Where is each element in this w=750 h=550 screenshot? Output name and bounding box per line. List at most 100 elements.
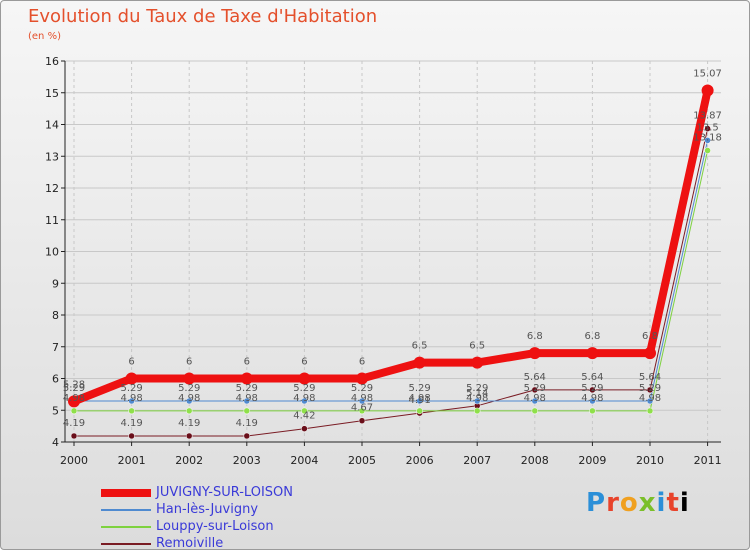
data-point bbox=[243, 407, 251, 415]
y-tick-label: 4 bbox=[52, 436, 59, 449]
data-label: 15.07 bbox=[693, 69, 722, 80]
data-label: 4.98 bbox=[178, 393, 200, 404]
data-point bbox=[243, 432, 251, 440]
legend-label: Louppy-sur-Loison bbox=[156, 519, 274, 534]
data-point bbox=[125, 372, 138, 385]
series-line bbox=[74, 128, 709, 437]
data-label: 6 bbox=[301, 357, 307, 368]
data-point bbox=[471, 356, 484, 369]
data-labels: 5.28 6 6 6 6 6 6.5 6.5 6.8 6.8 6.8 15.07 5.29 5.29 5.2… bbox=[63, 69, 722, 429]
data-point bbox=[528, 347, 541, 360]
data-point bbox=[128, 407, 135, 415]
data-point bbox=[644, 347, 656, 360]
data-label: 4.98 bbox=[581, 393, 603, 404]
x-tick-label: 2006 bbox=[406, 454, 434, 467]
series-line bbox=[74, 140, 709, 402]
data-point bbox=[531, 407, 539, 415]
data-point bbox=[185, 407, 193, 415]
data-point bbox=[70, 407, 78, 415]
y-tick-label: 9 bbox=[52, 277, 59, 290]
data-point bbox=[240, 372, 253, 385]
series-line bbox=[74, 150, 709, 412]
data-point bbox=[183, 372, 196, 385]
series-line bbox=[72, 89, 712, 406]
data-label: 4.19 bbox=[178, 418, 200, 429]
data-point bbox=[416, 407, 423, 415]
series-lines bbox=[72, 89, 712, 437]
data-label: 5.29 bbox=[178, 383, 200, 394]
data-label: 4.98 bbox=[524, 393, 546, 404]
data-point bbox=[68, 395, 80, 408]
data-label: 5.29 bbox=[466, 383, 488, 394]
data-label: 4.19 bbox=[63, 418, 85, 429]
legend-swatch bbox=[101, 509, 151, 511]
legend-label: Remoiville bbox=[156, 536, 224, 550]
data-point bbox=[531, 397, 539, 405]
legend-swatch bbox=[101, 526, 151, 528]
data-label: 5.29 bbox=[639, 383, 661, 394]
series-points bbox=[68, 84, 714, 440]
legend-label: JUVIGNY-SUR-LOISON bbox=[156, 485, 293, 500]
data-point bbox=[413, 356, 426, 369]
data-label: 5.29 bbox=[293, 383, 315, 394]
x-tick-label: 2003 bbox=[233, 454, 261, 467]
y-tick-label: 13 bbox=[45, 150, 59, 163]
data-label: 5.14 bbox=[466, 388, 488, 399]
data-point bbox=[704, 147, 711, 154]
x-tick-label: 2007 bbox=[463, 454, 491, 467]
data-point bbox=[473, 407, 481, 415]
x-tick-label: 2008 bbox=[521, 454, 549, 467]
x-tick-label: 2009 bbox=[578, 454, 606, 467]
data-label: 6.8 bbox=[527, 331, 543, 342]
data-label: 4.98 bbox=[466, 393, 488, 404]
y-tick-label: 10 bbox=[45, 246, 59, 259]
data-point bbox=[701, 84, 714, 97]
data-label: 4.42 bbox=[293, 411, 315, 422]
data-point bbox=[531, 386, 539, 394]
data-label: 5.28 bbox=[63, 379, 85, 390]
data-label: 6.8 bbox=[642, 331, 658, 342]
data-point bbox=[301, 425, 308, 432]
legend-label: Han-lès-Juvigny bbox=[156, 502, 259, 517]
axes: 4 5 6 7 8 9 10 11 12 13 14 15 16 2000 2001 2002 2003 2004… bbox=[45, 55, 722, 467]
data-label: 6.5 bbox=[412, 341, 428, 352]
data-point bbox=[589, 407, 596, 415]
legend-swatch bbox=[101, 543, 151, 545]
data-point bbox=[416, 397, 423, 405]
data-point bbox=[646, 386, 654, 394]
chart-title: Evolution du Taux de Taxe d'Habitation bbox=[28, 6, 378, 27]
x-tick-label: 2002 bbox=[175, 454, 203, 467]
data-point bbox=[301, 397, 308, 405]
y-tick-label: 8 bbox=[52, 309, 59, 322]
data-label: 5.29 bbox=[120, 383, 142, 394]
data-label: 4.98 bbox=[120, 393, 142, 404]
data-point bbox=[358, 407, 366, 415]
data-label: 4.98 bbox=[293, 393, 315, 404]
data-label: 5.29 bbox=[351, 383, 373, 394]
data-point bbox=[128, 397, 135, 405]
data-label: 6.5 bbox=[469, 341, 485, 352]
data-point bbox=[243, 397, 251, 405]
data-label: 13.5 bbox=[696, 122, 718, 133]
x-tick-label: 2005 bbox=[348, 454, 376, 467]
data-point bbox=[646, 397, 654, 405]
chart-subtitle: (en %) bbox=[28, 31, 61, 42]
y-tick-label: 14 bbox=[45, 119, 59, 132]
data-label: 13.18 bbox=[693, 133, 722, 144]
y-tick-label: 6 bbox=[52, 373, 59, 386]
data-point bbox=[128, 432, 135, 440]
x-tick-label: 2011 bbox=[694, 454, 722, 467]
data-point bbox=[185, 397, 193, 405]
x-tick-label: 2004 bbox=[290, 454, 318, 467]
data-point bbox=[358, 417, 366, 424]
data-label: 4.67 bbox=[351, 403, 373, 414]
data-label: 5.64 bbox=[524, 372, 546, 383]
data-point bbox=[704, 137, 711, 144]
data-label: 5.64 bbox=[581, 372, 603, 383]
data-label: 5.29 bbox=[408, 383, 430, 394]
data-label: 5.29 bbox=[524, 383, 546, 394]
data-point bbox=[356, 372, 368, 385]
y-tick-label: 7 bbox=[52, 341, 59, 354]
